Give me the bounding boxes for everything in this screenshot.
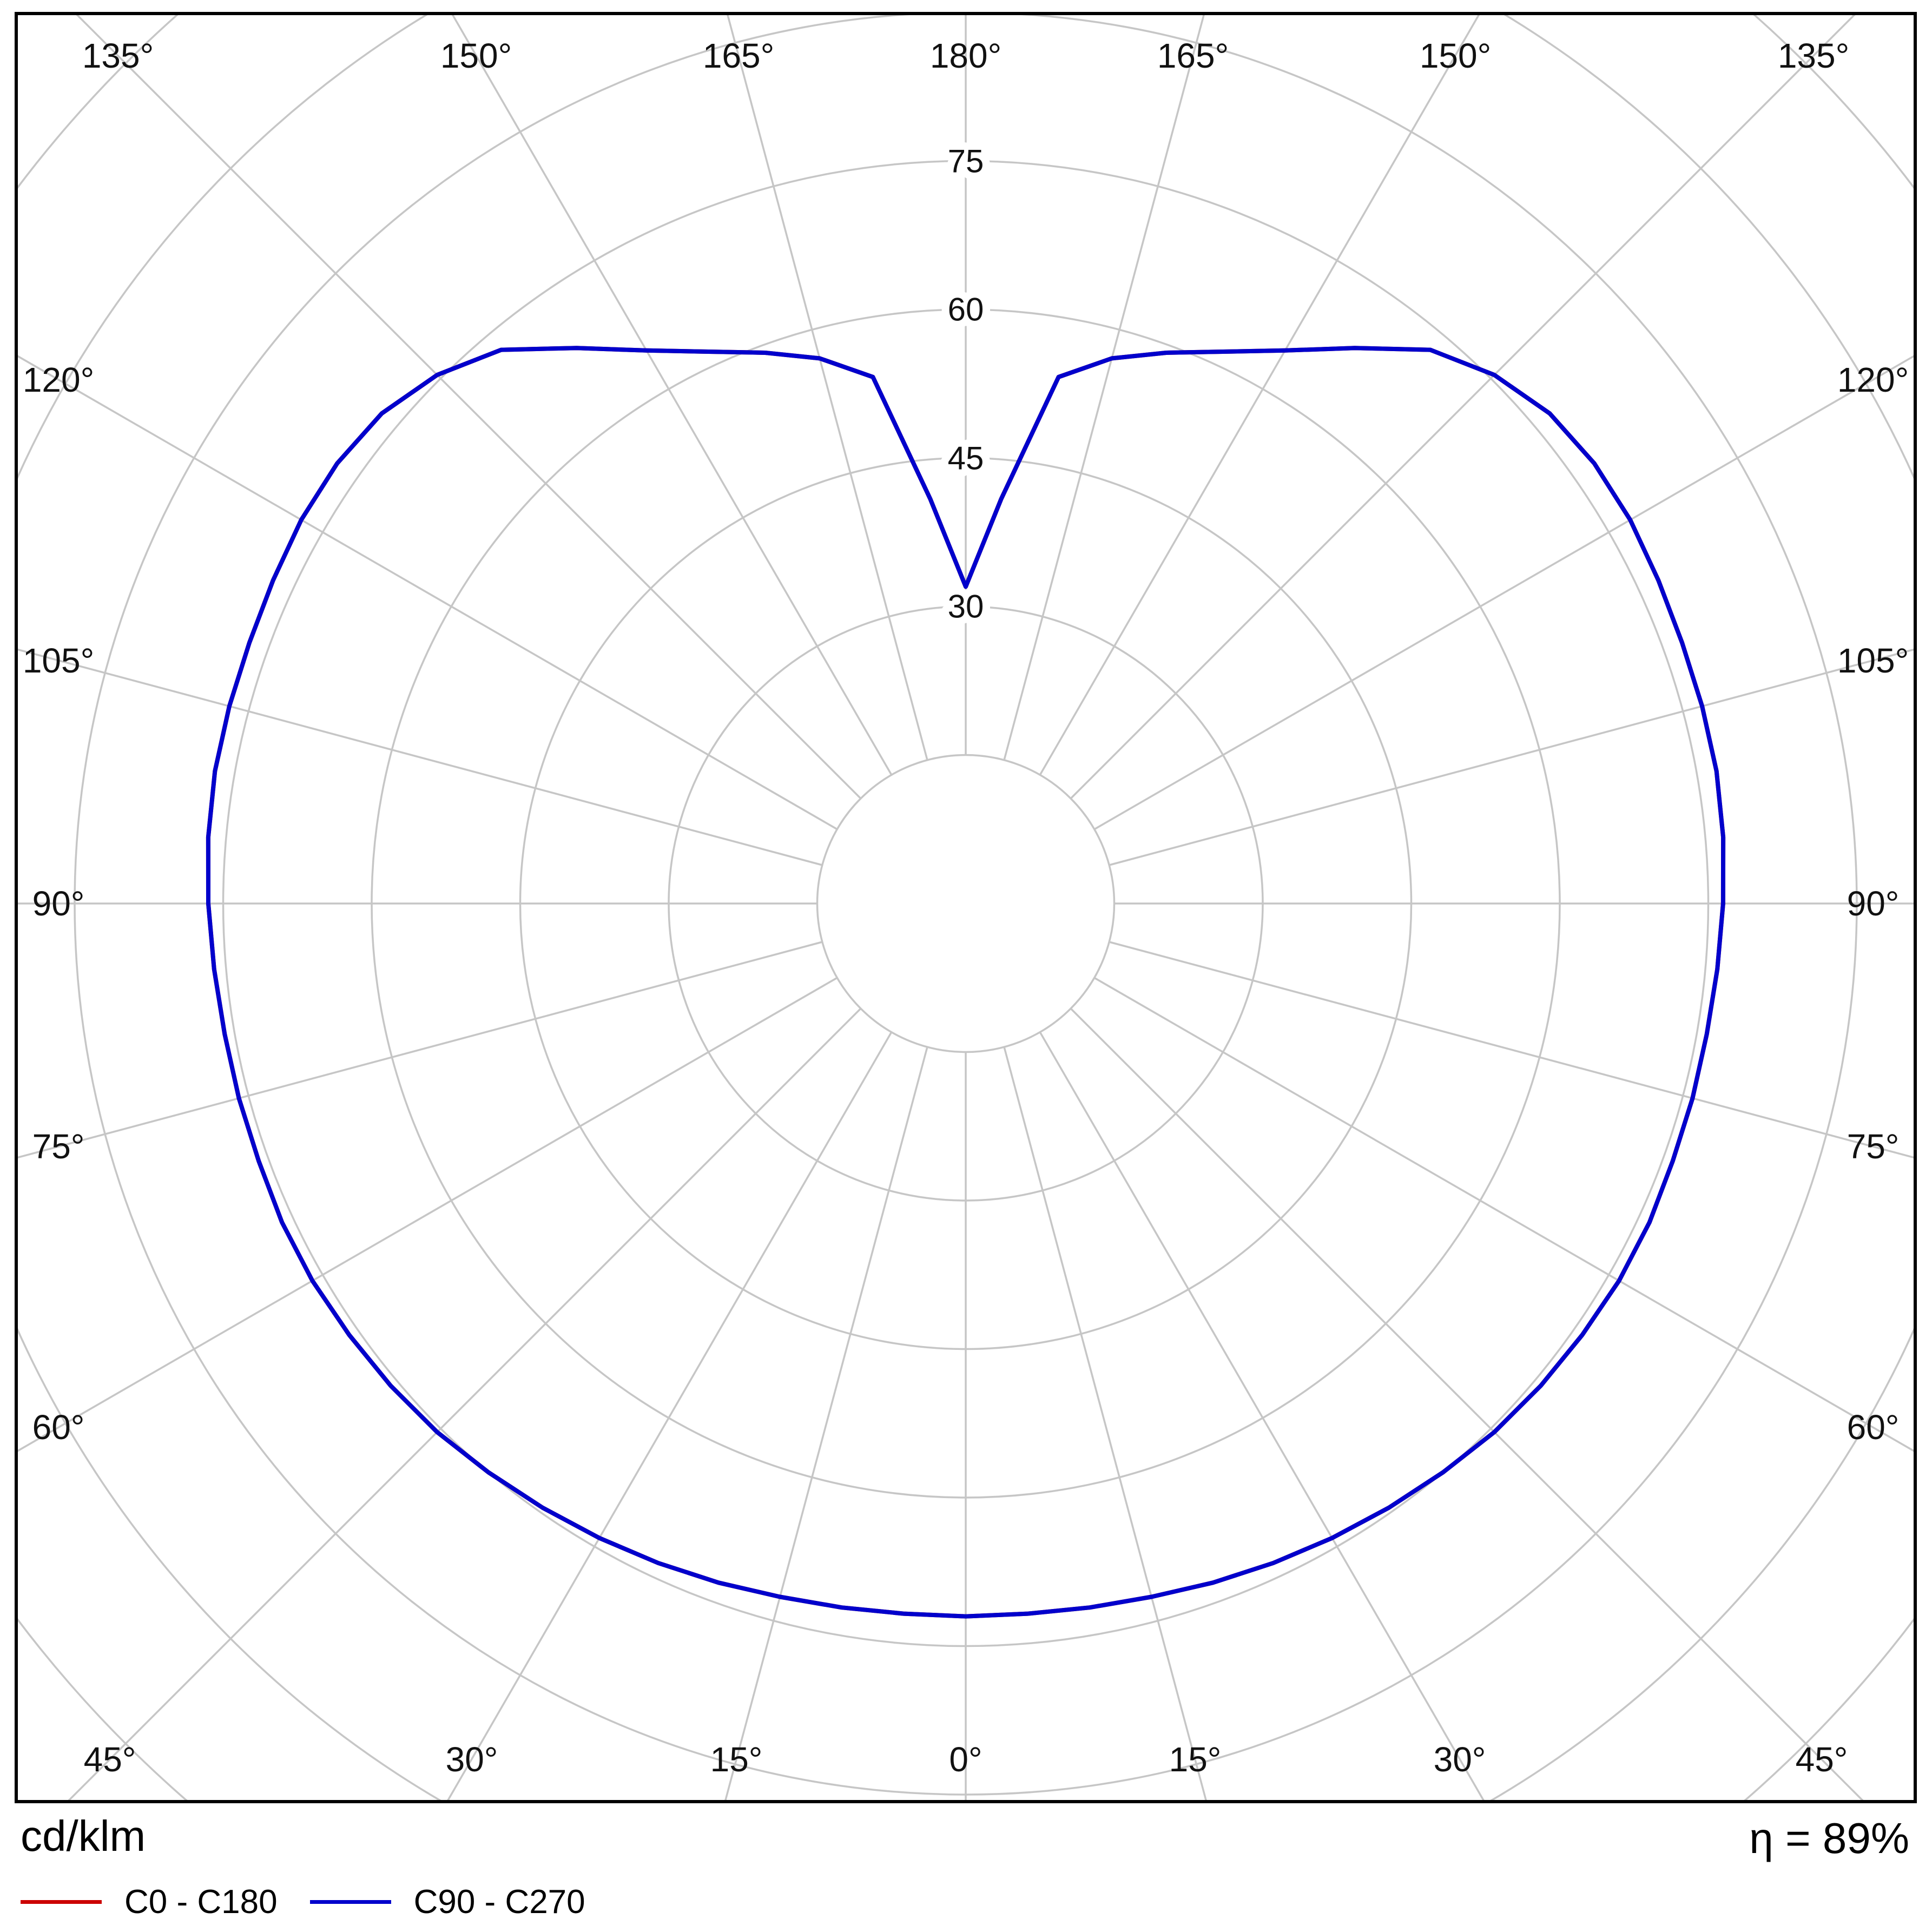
- angle-label-75-right: 75°: [1847, 1127, 1900, 1166]
- grid-spoke-165: [1003, 14, 1205, 761]
- grid-spoke-150: [1039, 14, 1481, 776]
- grid-spoke-105: [1109, 648, 1915, 866]
- angle-label-105-left: 105°: [23, 641, 94, 680]
- grid-spoke-45: [1070, 1007, 1865, 1802]
- grid-spoke-195: [726, 14, 928, 761]
- grid-spoke-15: [1003, 1046, 1208, 1802]
- angle-label-45-left: 45°: [84, 1740, 136, 1779]
- angle-tick-labels: 0° 15° 15° 30° 30° 45° 45° 60° 60° 75° 75° 90° 90° 10…: [23, 36, 1909, 1779]
- legend-label-c0-c180: C0 - C180: [124, 1883, 278, 1921]
- angle-label-135-right: 135°: [1778, 36, 1849, 75]
- legend: C0 - C180 C90 - C270: [21, 1883, 618, 1921]
- intensity-curves: [206, 346, 1726, 1619]
- legend-item-c90-c270: C90 - C270: [309, 1883, 585, 1921]
- angle-label-135-left: 135°: [82, 36, 154, 75]
- plot-border: [15, 12, 1917, 1803]
- angle-label-105-right: 105°: [1837, 641, 1909, 680]
- radial-unit-label: cd/klm: [21, 1812, 146, 1860]
- grid-spoke-255: [16, 648, 823, 866]
- grid-spoke-240: [16, 354, 838, 830]
- angle-label-180: 180°: [930, 36, 1001, 75]
- angle-label-60-left: 60°: [32, 1408, 85, 1447]
- radial-label-75: 75: [948, 143, 984, 180]
- grid-spoke-135: [1070, 14, 1857, 800]
- grid-spoke-120: [1093, 354, 1915, 830]
- angle-label-150-left: 150°: [440, 36, 512, 75]
- angle-label-30-right: 30°: [1434, 1740, 1486, 1779]
- angle-label-90-right: 90°: [1847, 884, 1900, 923]
- angle-label-75-left: 75°: [32, 1127, 85, 1166]
- grid-spoke-330: [446, 1031, 893, 1802]
- angle-label-90-left: 90°: [32, 884, 85, 923]
- c0-c180-line-swatch: [21, 1900, 102, 1904]
- radial-tick-labels: 30 45 60 75: [940, 136, 992, 632]
- angle-label-15-right: 15°: [1169, 1740, 1222, 1779]
- grid-ring-15: [816, 754, 1116, 1053]
- angle-label-165-right: 165°: [1157, 36, 1229, 75]
- c90-c270-line-swatch: [309, 1900, 391, 1904]
- grid-spoke-60: [1093, 977, 1915, 1453]
- radial-label-45: 45: [948, 440, 984, 477]
- grid-spoke-315: [66, 1007, 862, 1802]
- angle-label-60-right: 60°: [1847, 1408, 1900, 1447]
- angle-label-120-right: 120°: [1837, 360, 1909, 399]
- grid-spoke-210: [451, 14, 893, 776]
- angle-label-0: 0°: [949, 1740, 982, 1779]
- angle-label-45-right: 45°: [1796, 1740, 1848, 1779]
- grid-spoke-30: [1039, 1031, 1486, 1802]
- grid-spoke-345: [724, 1046, 928, 1802]
- grid-spoke-225: [74, 14, 862, 800]
- legend-item-c0-c180: C0 - C180: [21, 1883, 278, 1921]
- angle-label-150-right: 150°: [1420, 36, 1491, 75]
- radial-label-30: 30: [948, 589, 984, 625]
- angle-label-30-left: 30°: [446, 1740, 498, 1779]
- grid-spoke-285: [16, 941, 823, 1159]
- angle-label-165-left: 165°: [703, 36, 774, 75]
- legend-label-c90-c270: C90 - C270: [413, 1883, 585, 1921]
- radial-label-60: 60: [948, 292, 984, 328]
- grid-spoke-75: [1109, 941, 1915, 1159]
- angle-label-15-left: 15°: [710, 1740, 763, 1779]
- grid-spoke-300: [16, 977, 838, 1453]
- c90-c270-curve: [206, 346, 1726, 1619]
- efficiency-label: η = 89%: [1749, 1814, 1909, 1862]
- angle-label-120-left: 120°: [23, 360, 94, 399]
